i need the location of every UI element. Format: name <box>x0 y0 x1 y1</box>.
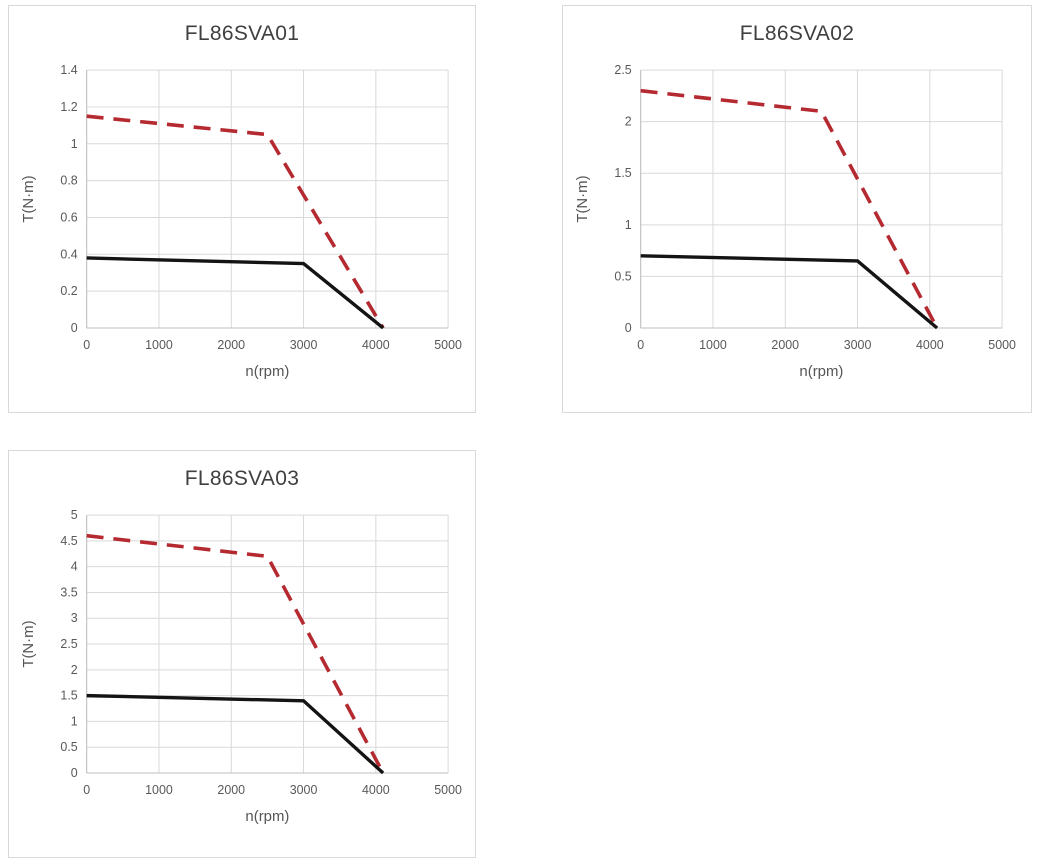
y-axis-title: T(N·m) <box>574 175 591 222</box>
x-tick-label: 4000 <box>362 338 390 352</box>
x-tick-label: 5000 <box>988 338 1016 352</box>
x-tick-label: 2000 <box>217 338 245 352</box>
rated-torque-line <box>86 256 385 330</box>
y-tick-label: 1.2 <box>60 100 77 114</box>
x-tick-label: 5000 <box>434 783 462 797</box>
y-tick-label: 1 <box>71 137 78 151</box>
y-tick-label: 2.5 <box>60 637 77 651</box>
x-tick-label: 1000 <box>699 338 727 352</box>
chart-title: FL86SVA01 <box>184 22 300 45</box>
y-axis-title: T(N·m) <box>20 620 37 667</box>
x-axis-title: n(rpm) <box>799 363 843 380</box>
x-tick-label: 1000 <box>145 338 173 352</box>
y-tick-label: 2 <box>71 663 78 677</box>
x-tick-label: 2000 <box>771 338 799 352</box>
torque-curve-panel-1: FL86SVA01 0 0.2 0.4 0.6 0.8 1 1.2 1.4 0 1000 2000 3… <box>8 5 476 413</box>
y-tick-label: 3 <box>71 611 78 625</box>
torque-curve-panel-3: FL86SVA03 0 0.5 1 1.5 2 2.5 3 3.5 4 4.5 5 0 1000 2000… <box>8 450 476 858</box>
y-tick-label: 4 <box>71 560 78 574</box>
peak-torque-line <box>86 114 385 329</box>
x-tick-label: 3000 <box>290 338 318 352</box>
y-tick-label: 0.8 <box>60 174 77 188</box>
y-tick-label: 0 <box>625 321 632 335</box>
y-tick-label: 1 <box>625 218 632 232</box>
peak-torque-line <box>86 533 385 774</box>
torque-curve-plot-1: 0 0.2 0.4 0.6 0.8 1 1.2 1.4 0 1000 2000 3000 4000 500… <box>20 63 462 380</box>
chart-title: FL86SVA02 <box>739 22 855 45</box>
x-tick-label: 4000 <box>362 783 390 797</box>
y-tick-label: 1.5 <box>614 166 631 180</box>
x-tick-label: 3000 <box>290 783 318 797</box>
y-tick-label: 0.6 <box>60 210 77 224</box>
y-tick-label: 5 <box>71 508 78 522</box>
chart-title: FL86SVA03 <box>184 467 300 490</box>
y-tick-label: 0.2 <box>60 284 77 298</box>
x-tick-label: 0 <box>83 783 90 797</box>
y-tick-label: 0.5 <box>614 269 631 283</box>
x-axis-title: n(rpm) <box>245 808 289 825</box>
torque-curve-plot-2: 0 0.5 1 1.5 2 2.5 0 1000 2000 3000 4000 5000 n(rpm) T… <box>574 63 1016 380</box>
torque-curve-panel-2: FL86SVA02 0 0.5 1 1.5 2 2.5 0 1000 2000 3000 4000 5… <box>562 5 1032 413</box>
rated-torque-line <box>86 693 385 775</box>
y-tick-label: 0 <box>71 321 78 335</box>
y-tick-label: 2 <box>625 115 632 129</box>
x-axis-title: n(rpm) <box>245 363 289 380</box>
x-tick-label: 4000 <box>916 338 944 352</box>
y-tick-label: 1.4 <box>60 63 77 77</box>
x-tick-label: 5000 <box>434 338 462 352</box>
x-tick-label: 0 <box>83 338 90 352</box>
y-axis-title: T(N·m) <box>20 175 37 222</box>
rated-torque-line <box>640 254 939 330</box>
y-tick-label: 1 <box>71 714 78 728</box>
y-tick-label: 0 <box>71 766 78 780</box>
x-tick-label: 1000 <box>145 783 173 797</box>
x-tick-label: 0 <box>637 338 644 352</box>
y-tick-label: 2.5 <box>614 63 631 77</box>
y-tick-label: 4.5 <box>60 534 77 548</box>
y-tick-label: 3.5 <box>60 585 77 599</box>
y-tick-label: 0.4 <box>60 247 77 261</box>
x-tick-label: 2000 <box>217 783 245 797</box>
peak-torque-line <box>640 88 939 329</box>
x-tick-label: 3000 <box>844 338 872 352</box>
torque-curve-plot-3: 0 0.5 1 1.5 2 2.5 3 3.5 4 4.5 5 0 1000 2000 3000 4000 50… <box>20 508 462 825</box>
y-tick-label: 1.5 <box>60 689 77 703</box>
y-tick-label: 0.5 <box>60 740 77 754</box>
